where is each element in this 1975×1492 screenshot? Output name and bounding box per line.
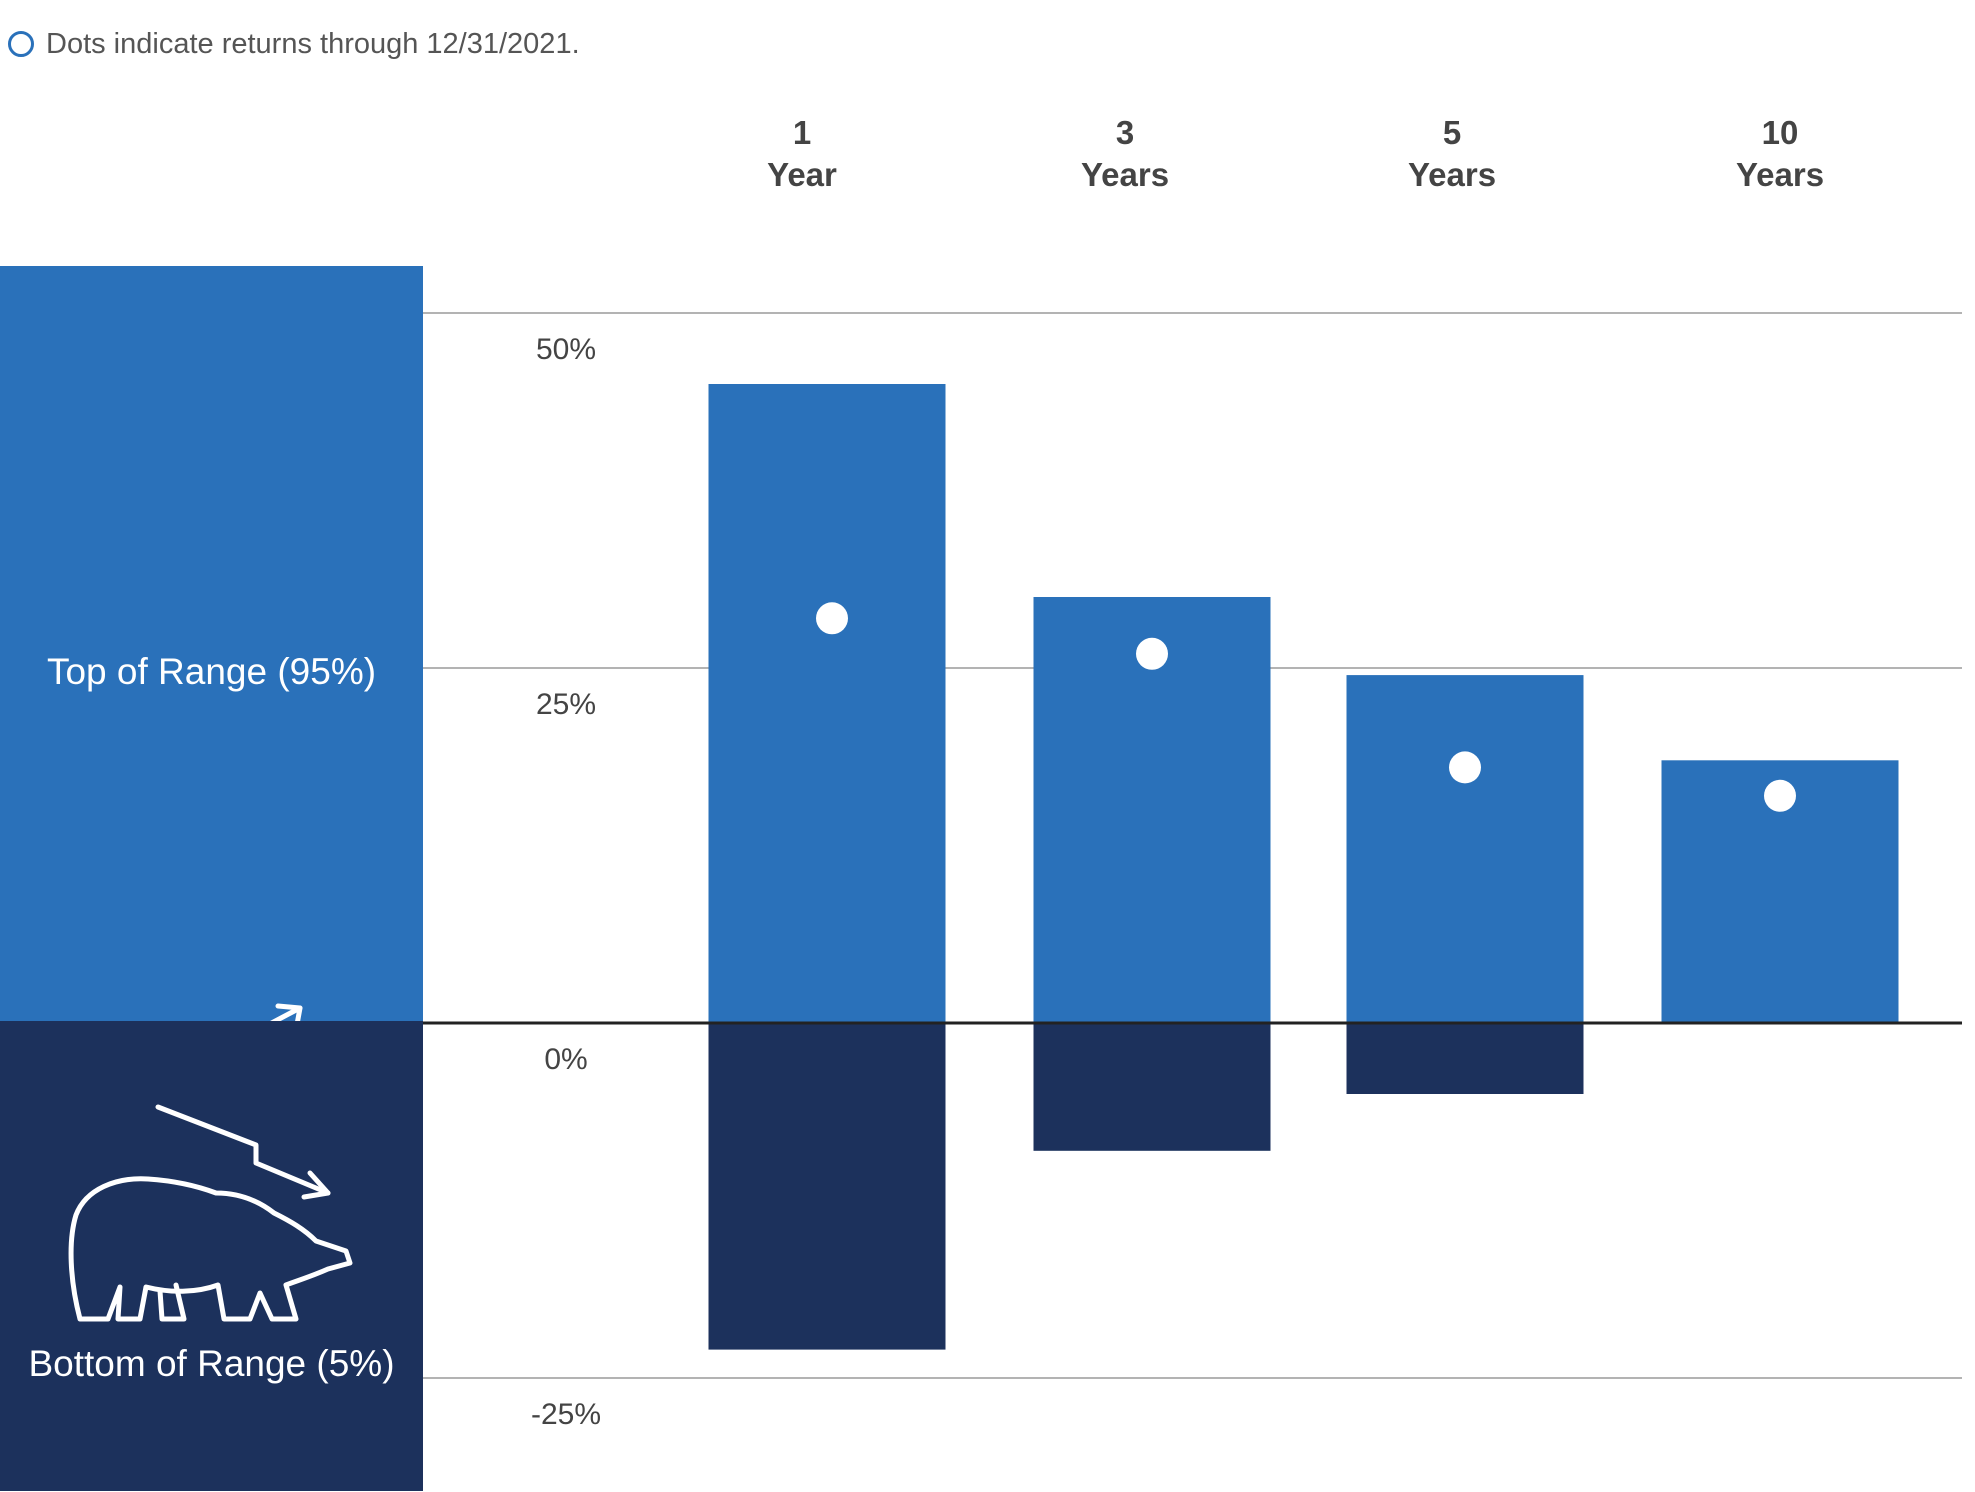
- column-header-5-years: 5 Years: [1332, 112, 1572, 196]
- column-header-unit: Years: [1080, 156, 1170, 193]
- return-dot-10-years: [1764, 779, 1796, 812]
- column-header-unit: Years: [1407, 156, 1497, 193]
- y-tick-label-50-: 50%: [536, 333, 596, 366]
- top-range-bar-5-years: [1346, 675, 1584, 1023]
- y-tick-label-25-: 25%: [536, 688, 596, 721]
- column-header-3-years: 3 Years: [1005, 112, 1245, 196]
- y-tick-label--25-: -25%: [531, 1398, 601, 1431]
- y-tick-label-0-: 0%: [544, 1043, 587, 1076]
- column-header-number: 5: [1442, 114, 1462, 151]
- legend-note-text: Dots indicate returns through 12/31/2021…: [46, 27, 580, 60]
- return-dot-1-year: [816, 602, 848, 635]
- bear-falling-arrow-icon: [68, 1104, 353, 1322]
- bottom-range-bar-1-year: [708, 1023, 946, 1350]
- return-dot-5-years: [1449, 751, 1481, 784]
- top-range-bar-1-year: [708, 384, 946, 1023]
- column-header-unit: Year: [767, 156, 837, 193]
- circle-marker-icon: [8, 31, 34, 57]
- legend-note: Dots indicate returns through 12/31/2021…: [8, 24, 580, 64]
- column-header-number: 1: [792, 114, 812, 151]
- bottom-of-range-label: Bottom of Range (5%): [28, 1343, 395, 1384]
- bottom-of-range-panel: Bottom of Range (5%): [0, 1021, 423, 1491]
- column-header-number: 3: [1115, 114, 1135, 151]
- bottom-range-bar-5-years: [1346, 1023, 1584, 1094]
- column-header-1-year: 1 Year: [682, 112, 922, 196]
- column-header-10-years: 10 Years: [1660, 112, 1900, 196]
- return-dot-3-years: [1136, 637, 1168, 670]
- bottom-range-bar-3-years: [1033, 1023, 1271, 1151]
- top-of-range-label: Top of Range (95%): [46, 651, 377, 692]
- column-header-number: 10: [1761, 114, 1799, 151]
- column-header-unit: Years: [1735, 156, 1825, 193]
